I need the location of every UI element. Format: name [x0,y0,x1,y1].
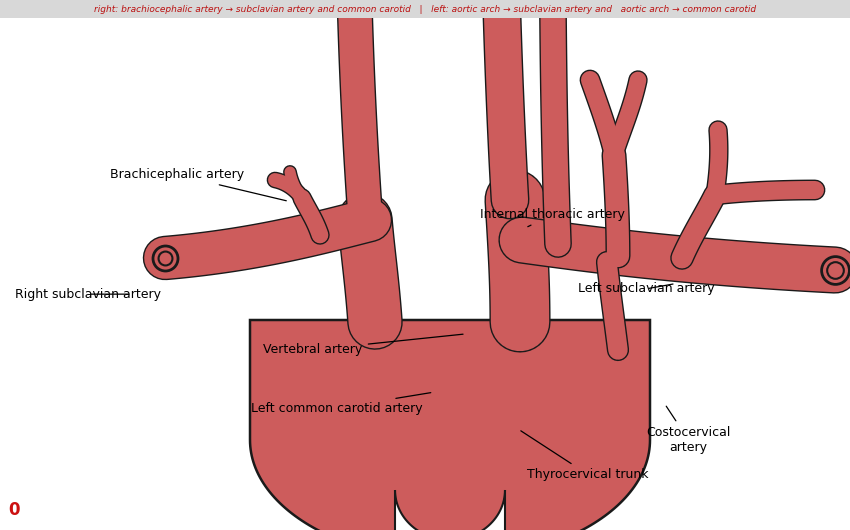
Text: Internal thoracic artery: Internal thoracic artery [480,208,625,227]
Text: 0: 0 [8,501,20,519]
Text: Vertebral artery: Vertebral artery [264,334,463,356]
Text: Left subclavian artery: Left subclavian artery [578,282,715,295]
Text: Left common carotid artery: Left common carotid artery [251,393,431,414]
Text: right: brachiocephalic artery → subclavian artery and common carotid   |   left:: right: brachiocephalic artery → subclavi… [94,4,756,13]
Text: Costocervical
artery: Costocervical artery [646,406,731,454]
Text: Right subclavian artery: Right subclavian artery [15,288,162,301]
FancyBboxPatch shape [0,0,850,18]
Polygon shape [250,320,650,530]
Polygon shape [395,490,505,530]
Text: Thyrocervical trunk: Thyrocervical trunk [521,431,649,481]
Text: Brachicephalic artery: Brachicephalic artery [110,169,286,201]
